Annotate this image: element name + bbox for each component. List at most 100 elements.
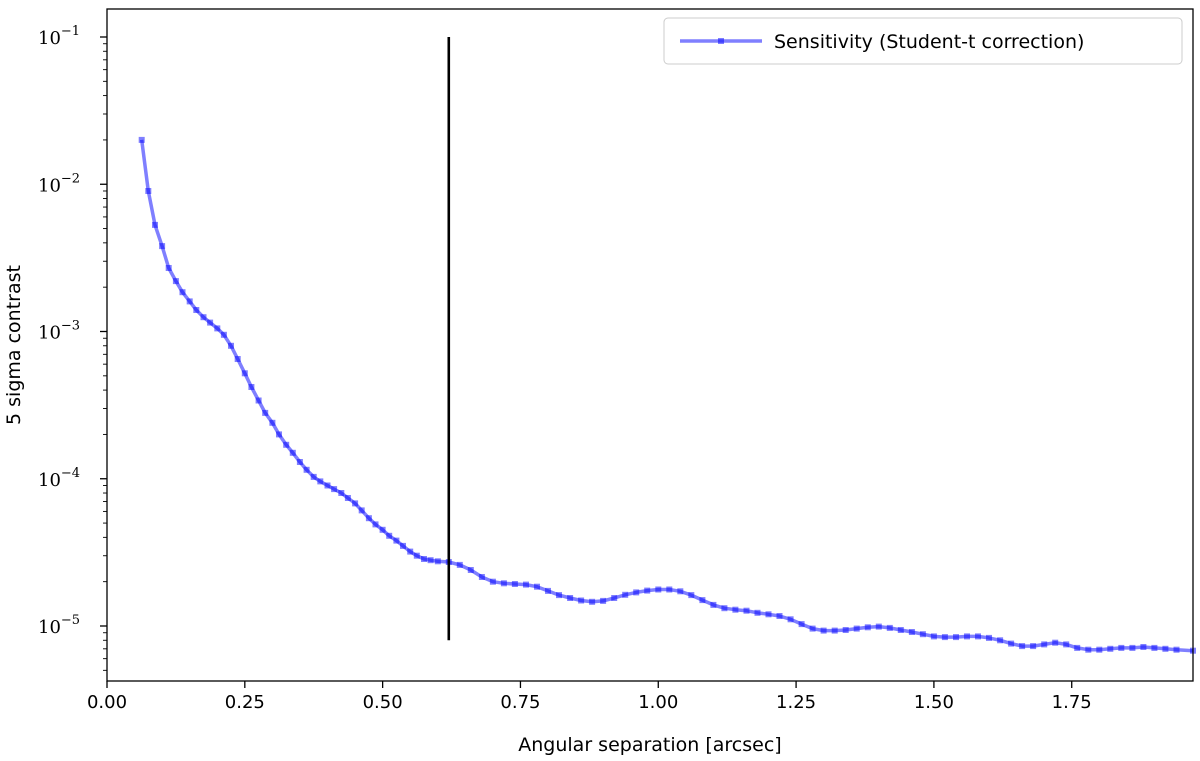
- data-point: [600, 597, 607, 604]
- y-axis-label: 5 sigma contrast: [3, 265, 25, 425]
- data-point: [179, 289, 186, 296]
- data-point: [1162, 645, 1169, 652]
- data-point: [975, 633, 981, 640]
- data-point: [220, 331, 227, 338]
- data-point: [864, 624, 871, 631]
- data-point: [787, 616, 794, 623]
- data-point: [427, 557, 434, 564]
- data-point: [1118, 644, 1125, 651]
- data-point: [886, 624, 893, 631]
- data-point: [186, 298, 193, 305]
- data-point: [289, 449, 296, 456]
- x-tick-label: 0.50: [363, 692, 403, 713]
- data-point: [379, 526, 386, 533]
- data-point: [255, 397, 262, 404]
- legend: Sensitivity (Student-t correction): [663, 17, 1183, 65]
- data-point: [145, 188, 152, 194]
- x-tick-label: 0.00: [87, 692, 127, 713]
- x-axis-ticks: 0.00 0.25 0.50 0.75 1.00 1.25 1.50 1.75: [87, 681, 1092, 713]
- data-point: [1008, 640, 1015, 647]
- data-point: [193, 307, 200, 313]
- data-point: [1173, 646, 1180, 653]
- data-point: [372, 521, 379, 528]
- data-point: [589, 598, 596, 605]
- data-point: [1096, 646, 1103, 653]
- data-point: [200, 314, 207, 321]
- legend-marker-sample: [718, 38, 724, 44]
- data-point: [1107, 645, 1114, 652]
- x-tick-label: 1.00: [638, 692, 678, 713]
- y-tick-label: 10−5: [38, 613, 80, 638]
- data-point: [358, 507, 365, 514]
- axes: [106, 8, 1194, 682]
- data-point: [930, 633, 937, 640]
- data-point: [776, 613, 783, 619]
- data-point: [986, 634, 992, 641]
- data-point: [138, 136, 145, 143]
- data-point: [1140, 644, 1147, 650]
- y-tick-label: 10−4: [38, 466, 80, 491]
- legend-box: [663, 17, 1183, 65]
- data-point: [699, 597, 706, 604]
- x-tick-label: 1.75: [1052, 692, 1092, 713]
- data-point: [545, 587, 551, 594]
- data-point: [534, 583, 540, 590]
- legend-label: Sensitivity (Student-t correction): [774, 31, 1084, 53]
- data-point: [655, 586, 662, 593]
- data-point: [743, 607, 750, 614]
- data-point: [283, 441, 290, 448]
- x-tick-label: 1.25: [776, 692, 816, 713]
- data-point: [853, 625, 860, 632]
- data-point: [269, 419, 276, 426]
- data-point: [331, 486, 338, 493]
- data-point: [214, 325, 221, 332]
- x-tick-label: 0.25: [225, 692, 265, 713]
- data-point: [234, 356, 241, 362]
- y-tick-label: 10−3: [38, 319, 80, 344]
- data-point: [611, 595, 618, 601]
- x-tick-label: 1.50: [914, 692, 954, 713]
- data-point: [344, 495, 351, 501]
- data-point: [875, 623, 882, 630]
- data-point: [317, 478, 324, 485]
- data-point: [400, 542, 406, 549]
- data-point: [324, 482, 331, 489]
- data-point: [303, 466, 310, 473]
- data-point: [897, 627, 904, 633]
- data-point: [820, 627, 827, 634]
- data-point: [1129, 644, 1136, 651]
- data-point: [809, 625, 816, 632]
- data-point: [165, 265, 172, 271]
- x-axis-label: Angular separation [arcsec]: [518, 734, 781, 756]
- data-point: [765, 611, 772, 618]
- data-point: [567, 595, 574, 601]
- data-point: [365, 515, 372, 522]
- y-tick-label: 10−1: [38, 24, 80, 49]
- data-point: [1151, 644, 1158, 651]
- data-point: [666, 586, 673, 593]
- data-point: [997, 637, 1004, 644]
- data-point: [732, 606, 739, 613]
- x-tick-label: 0.75: [500, 692, 540, 713]
- data-point: [842, 627, 849, 633]
- data-point: [1052, 639, 1059, 646]
- data-point: [456, 561, 463, 568]
- data-point: [754, 609, 761, 616]
- y-axis-ticks: 10−1 10−2 10−3 10−4 10−5: [38, 24, 107, 671]
- data-point: [1063, 641, 1070, 648]
- data-point: [407, 548, 414, 555]
- data-point: [710, 601, 717, 608]
- data-point: [964, 633, 970, 640]
- data-point: [1085, 646, 1092, 653]
- data-point: [338, 490, 345, 496]
- data-point: [207, 319, 214, 326]
- data-point: [622, 591, 629, 598]
- data-point: [489, 578, 496, 585]
- data-point: [434, 558, 441, 565]
- data-point: [386, 532, 393, 539]
- data-point: [919, 631, 926, 638]
- data-point: [908, 629, 915, 635]
- data-point: [159, 243, 166, 250]
- data-point: [228, 342, 234, 349]
